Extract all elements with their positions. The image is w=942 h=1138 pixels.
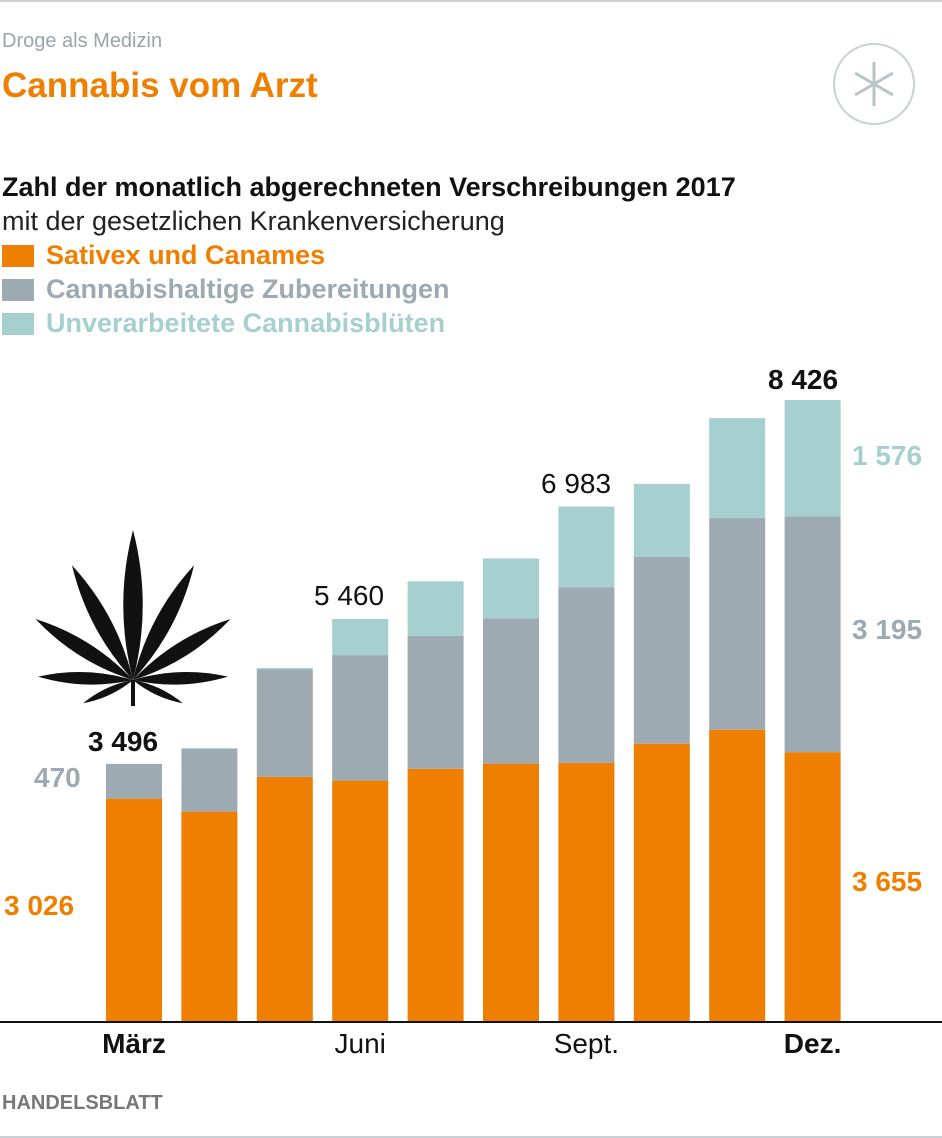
legend-label: Cannabishaltige Zubereitungen [46, 274, 450, 304]
chart-title: Zahl der monatlich abgerechneten Verschr… [2, 172, 736, 202]
legend-item-blueten: Unverarbeitete Cannabisblüten [2, 308, 445, 339]
kicker: Droge als Medizin [2, 30, 163, 52]
bar-zubereitungen [106, 763, 162, 799]
bar-sativex [784, 752, 841, 1022]
label-march-total: 3 496 [88, 726, 159, 757]
bar-blueten [784, 400, 841, 517]
bar-blueten [181, 748, 238, 750]
bar-blueten [407, 581, 464, 636]
leaflet [38, 672, 133, 685]
x-tick-label: Sept. [553, 1028, 620, 1059]
legend-item-sativex: Sativex und Canames [2, 240, 325, 271]
leaflet [133, 680, 183, 704]
bar-sativex [709, 729, 766, 1022]
label-june-total: 5 460 [314, 580, 385, 611]
bar-zubereitungen [407, 635, 464, 769]
bar-sativex [558, 762, 615, 1022]
leaflet [83, 680, 133, 704]
label-dec-total: 8 426 [768, 364, 839, 395]
bar-blueten [256, 668, 313, 670]
leaflet [133, 619, 231, 680]
leaflet [133, 565, 195, 680]
label-march-orange: 3 026 [4, 890, 75, 921]
legend-swatch [2, 244, 34, 267]
bar-zubereitungen [181, 748, 238, 812]
chart-subtitle: mit der gesetzlichen Krankenversicherung [2, 206, 505, 236]
bar-blueten [633, 483, 690, 557]
bar-blueten [483, 558, 539, 619]
leaflet [35, 619, 133, 680]
bar-blueten [558, 506, 615, 588]
bar-zubereitungen [633, 556, 690, 744]
x-tick-label: März [102, 1028, 166, 1059]
legend-swatch [2, 312, 34, 335]
label-dec-teal: 1 576 [852, 440, 923, 471]
legend-label: Sativex und Canames [46, 240, 326, 270]
bar-sativex [106, 798, 162, 1022]
bottom-rule [0, 1136, 942, 1138]
leaflet [133, 672, 228, 685]
legend-swatch [2, 278, 34, 301]
label-march-gray: 470 [34, 762, 81, 793]
legend-item-zubereitungen: Cannabishaltige Zubereitungen [2, 274, 450, 305]
bar-zubereitungen [709, 517, 766, 730]
leaf-stem [131, 680, 135, 706]
bar-sativex [407, 768, 464, 1022]
bar-blueten [332, 618, 389, 656]
top-rule [0, 0, 942, 2]
bar-zubereitungen [784, 516, 841, 753]
bar-sativex [633, 743, 690, 1022]
label-sept-total: 6 983 [541, 468, 612, 499]
source-label: HANDELSBLATT [2, 1092, 163, 1114]
x-tick-label: Dez. [783, 1028, 842, 1059]
headline: Cannabis vom Arzt [2, 66, 318, 105]
bar-zubereitungen [483, 618, 539, 764]
legend-label: Unverarbeitete Cannabisblüten [46, 308, 446, 338]
bar-sativex [181, 811, 238, 1022]
label-dec-gray: 3 195 [852, 614, 923, 645]
bar-sativex [483, 763, 539, 1022]
bar-zubereitungen [332, 655, 389, 781]
label-dec-orange: 3 655 [852, 866, 923, 897]
asterisk-icon [833, 43, 915, 125]
bar-zubereitungen [558, 587, 615, 763]
bar-sativex [256, 776, 313, 1022]
leaflet [71, 565, 133, 680]
leaflet [123, 530, 143, 680]
cannabis-leaf-icon [35, 530, 231, 706]
bar-zubereitungen [256, 669, 313, 777]
bar-sativex [332, 780, 389, 1022]
x-tick-label: Juni [334, 1028, 386, 1059]
bar-blueten [709, 418, 766, 518]
